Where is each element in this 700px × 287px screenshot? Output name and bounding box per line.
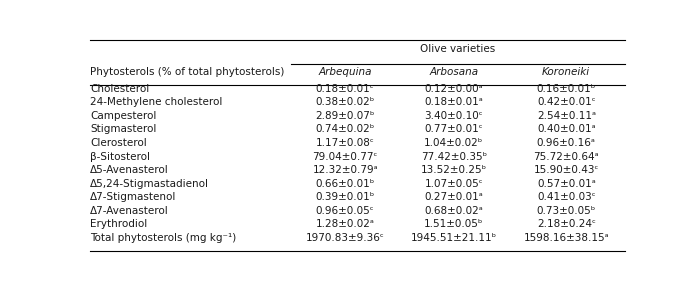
Text: Δ5,24-Stigmastadienol: Δ5,24-Stigmastadienol — [90, 179, 209, 189]
Text: 0.77±0.01ᶜ: 0.77±0.01ᶜ — [424, 124, 483, 134]
Text: 0.27±0.01ᵃ: 0.27±0.01ᵃ — [424, 192, 483, 202]
Text: Phytosterols (% of total phytosterols): Phytosterols (% of total phytosterols) — [90, 67, 285, 77]
Text: 15.90±0.43ᶜ: 15.90±0.43ᶜ — [533, 165, 599, 175]
Text: 0.66±0.01ᵇ: 0.66±0.01ᵇ — [316, 179, 374, 189]
Text: 1970.83±9.36ᶜ: 1970.83±9.36ᶜ — [306, 233, 384, 243]
Text: 3.40±0.10ᶜ: 3.40±0.10ᶜ — [424, 111, 483, 121]
Text: Koroneiki: Koroneiki — [542, 67, 590, 77]
Text: Cholesterol: Cholesterol — [90, 84, 150, 94]
Text: Stigmasterol: Stigmasterol — [90, 124, 157, 134]
Text: Δ7-Stigmastenol: Δ7-Stigmastenol — [90, 192, 176, 202]
Text: 1.04±0.02ᵇ: 1.04±0.02ᵇ — [424, 138, 483, 148]
Text: β-Sitosterol: β-Sitosterol — [90, 152, 150, 162]
Text: 0.18±0.01ᵃ: 0.18±0.01ᵃ — [424, 97, 483, 107]
Text: Total phytosterols (mg kg⁻¹): Total phytosterols (mg kg⁻¹) — [90, 233, 237, 243]
Text: Erythrodiol: Erythrodiol — [90, 220, 148, 230]
Text: 1.17±0.08ᶜ: 1.17±0.08ᶜ — [316, 138, 374, 148]
Text: Campesterol: Campesterol — [90, 111, 157, 121]
Text: 0.96±0.05ᶜ: 0.96±0.05ᶜ — [316, 206, 374, 216]
Text: 0.68±0.02ᵃ: 0.68±0.02ᵃ — [424, 206, 483, 216]
Text: 2.54±0.11ᵃ: 2.54±0.11ᵃ — [537, 111, 596, 121]
Text: 1945.51±21.11ᵇ: 1945.51±21.11ᵇ — [411, 233, 497, 243]
Text: Olive varieties: Olive varieties — [420, 44, 496, 54]
Text: 13.52±0.25ᵇ: 13.52±0.25ᵇ — [421, 165, 486, 175]
Text: Arbequina: Arbequina — [318, 67, 372, 77]
Text: Δ7-Avenasterol: Δ7-Avenasterol — [90, 206, 169, 216]
Text: 0.39±0.01ᵇ: 0.39±0.01ᵇ — [316, 192, 374, 202]
Text: 75.72±0.64ᵃ: 75.72±0.64ᵃ — [533, 152, 599, 162]
Text: 12.32±0.79ᵃ: 12.32±0.79ᵃ — [312, 165, 378, 175]
Text: Arbosana: Arbosana — [429, 67, 478, 77]
Text: 79.04±0.77ᶜ: 79.04±0.77ᶜ — [312, 152, 378, 162]
Text: 0.18±0.01ᶜ: 0.18±0.01ᶜ — [316, 84, 374, 94]
Text: 0.16±0.01ᵇ: 0.16±0.01ᵇ — [537, 84, 596, 94]
Text: 0.73±0.05ᵇ: 0.73±0.05ᵇ — [537, 206, 596, 216]
Text: 77.42±0.35ᵇ: 77.42±0.35ᵇ — [421, 152, 486, 162]
Text: 1.28±0.02ᵃ: 1.28±0.02ᵃ — [316, 220, 374, 230]
Text: 1598.16±38.15ᵃ: 1598.16±38.15ᵃ — [524, 233, 609, 243]
Text: 24-Methylene cholesterol: 24-Methylene cholesterol — [90, 97, 223, 107]
Text: 1.07±0.05ᶜ: 1.07±0.05ᶜ — [424, 179, 483, 189]
Text: 0.74±0.02ᵇ: 0.74±0.02ᵇ — [316, 124, 374, 134]
Text: 1.51±0.05ᵇ: 1.51±0.05ᵇ — [424, 220, 484, 230]
Text: 2.89±0.07ᵇ: 2.89±0.07ᵇ — [316, 111, 375, 121]
Text: 0.38±0.02ᵇ: 0.38±0.02ᵇ — [316, 97, 374, 107]
Text: Clerosterol: Clerosterol — [90, 138, 147, 148]
Text: 0.57±0.01ᵃ: 0.57±0.01ᵃ — [537, 179, 596, 189]
Text: 2.18±0.24ᶜ: 2.18±0.24ᶜ — [537, 220, 596, 230]
Text: Δ5-Avenasterol: Δ5-Avenasterol — [90, 165, 169, 175]
Text: 0.96±0.16ᵃ: 0.96±0.16ᵃ — [537, 138, 596, 148]
Text: 0.40±0.01ᵃ: 0.40±0.01ᵃ — [537, 124, 596, 134]
Text: 0.42±0.01ᶜ: 0.42±0.01ᶜ — [537, 97, 596, 107]
Text: 0.41±0.03ᶜ: 0.41±0.03ᶜ — [537, 192, 596, 202]
Text: 0.12±0.00ᵃ: 0.12±0.00ᵃ — [424, 84, 483, 94]
